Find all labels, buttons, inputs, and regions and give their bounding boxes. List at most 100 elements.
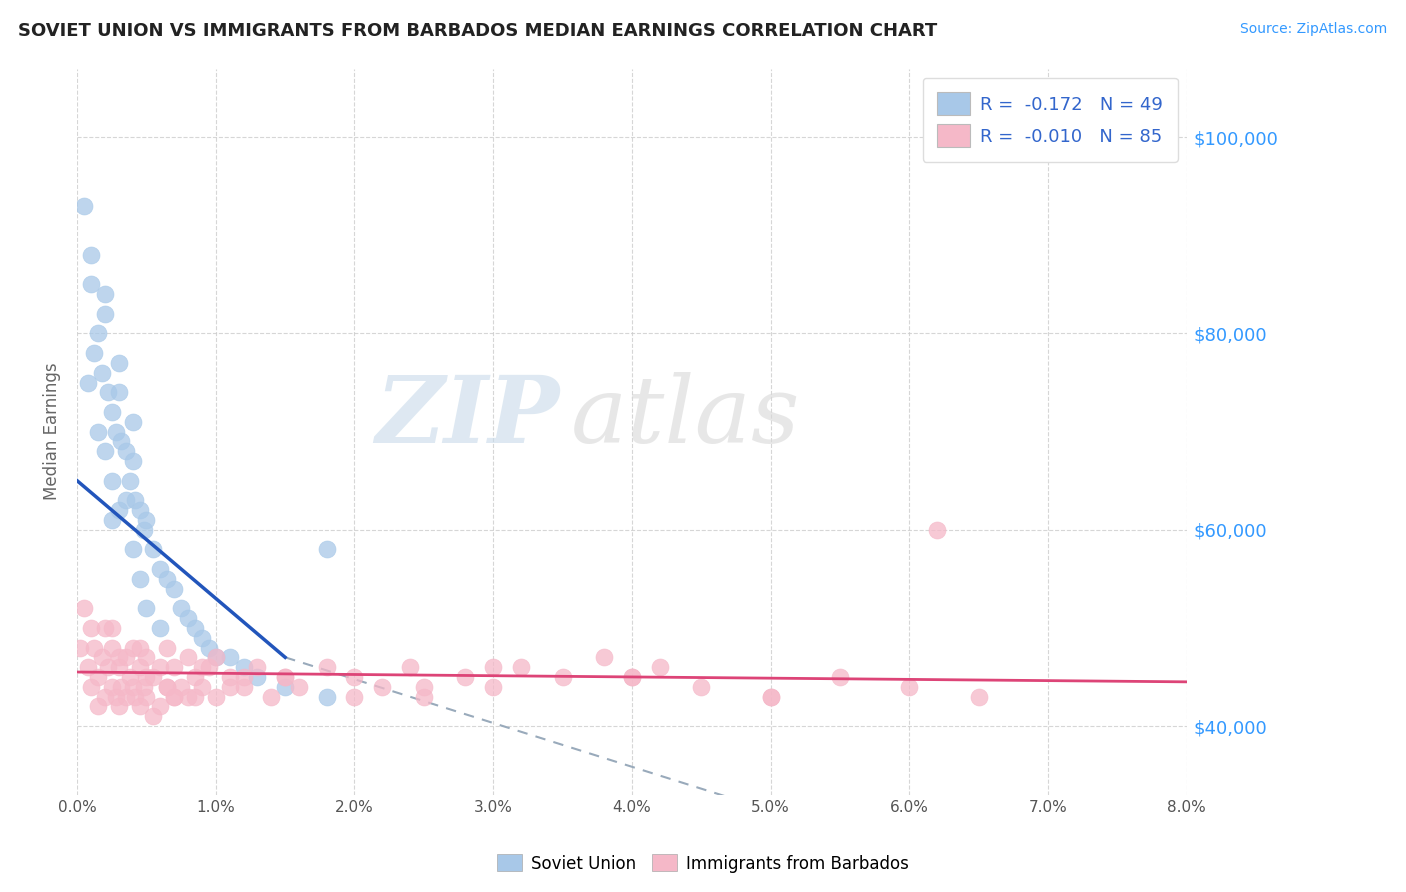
Point <box>110 434 132 449</box>
Point <box>170 601 193 615</box>
Point <box>87 326 110 341</box>
Point <box>551 670 574 684</box>
Point <box>100 474 122 488</box>
Point <box>100 513 122 527</box>
Point <box>163 690 186 704</box>
Point <box>83 346 105 360</box>
Point <box>107 650 129 665</box>
Point <box>482 680 505 694</box>
Point <box>315 690 337 704</box>
Point <box>156 572 179 586</box>
Point <box>80 277 103 292</box>
Point <box>121 415 143 429</box>
Point <box>620 670 643 684</box>
Point <box>204 650 226 665</box>
Point <box>142 542 165 557</box>
Point <box>191 680 214 694</box>
Point <box>170 680 193 694</box>
Point <box>107 356 129 370</box>
Point <box>412 680 434 694</box>
Point <box>218 680 240 694</box>
Point <box>191 631 214 645</box>
Point <box>142 670 165 684</box>
Point <box>274 670 297 684</box>
Point <box>132 680 155 694</box>
Point <box>128 503 150 517</box>
Legend: Soviet Union, Immigrants from Barbados: Soviet Union, Immigrants from Barbados <box>491 847 915 880</box>
Point <box>925 523 948 537</box>
Point <box>163 660 186 674</box>
Point <box>177 690 200 704</box>
Point <box>128 572 150 586</box>
Point <box>246 660 269 674</box>
Point <box>100 621 122 635</box>
Point <box>828 670 851 684</box>
Point <box>593 650 616 665</box>
Y-axis label: Median Earnings: Median Earnings <box>44 363 60 500</box>
Point <box>149 699 172 714</box>
Point <box>114 650 136 665</box>
Point <box>124 493 146 508</box>
Point <box>274 670 297 684</box>
Point <box>80 621 103 635</box>
Point <box>121 640 143 655</box>
Point <box>118 670 141 684</box>
Point <box>690 680 713 694</box>
Point <box>94 690 117 704</box>
Point <box>97 385 120 400</box>
Point <box>232 680 254 694</box>
Point <box>246 670 269 684</box>
Point <box>87 670 110 684</box>
Point <box>77 376 100 390</box>
Point <box>87 425 110 439</box>
Point <box>163 690 186 704</box>
Point <box>149 562 172 576</box>
Point <box>191 660 214 674</box>
Point <box>80 248 103 262</box>
Point <box>104 425 127 439</box>
Point <box>121 542 143 557</box>
Point <box>218 670 240 684</box>
Point <box>94 307 117 321</box>
Point <box>163 582 186 596</box>
Point <box>94 621 117 635</box>
Text: atlas: atlas <box>571 372 800 462</box>
Point <box>100 640 122 655</box>
Point <box>371 680 394 694</box>
Point <box>107 385 129 400</box>
Point <box>121 454 143 468</box>
Point <box>114 444 136 458</box>
Point <box>232 660 254 674</box>
Point <box>121 680 143 694</box>
Legend: R =  -0.172   N = 49, R =  -0.010   N = 85: R = -0.172 N = 49, R = -0.010 N = 85 <box>922 78 1178 161</box>
Point <box>184 690 207 704</box>
Text: SOVIET UNION VS IMMIGRANTS FROM BARBADOS MEDIAN EARNINGS CORRELATION CHART: SOVIET UNION VS IMMIGRANTS FROM BARBADOS… <box>18 22 938 40</box>
Text: ZIP: ZIP <box>375 372 560 462</box>
Text: Source: ZipAtlas.com: Source: ZipAtlas.com <box>1240 22 1388 37</box>
Point <box>274 680 297 694</box>
Point <box>288 680 311 694</box>
Point <box>177 650 200 665</box>
Point <box>399 660 422 674</box>
Point <box>759 690 782 704</box>
Point <box>315 542 337 557</box>
Point <box>898 680 921 694</box>
Point <box>156 680 179 694</box>
Point <box>100 680 122 694</box>
Point <box>177 611 200 625</box>
Point <box>128 699 150 714</box>
Point <box>91 650 114 665</box>
Point <box>114 493 136 508</box>
Point <box>315 660 337 674</box>
Point <box>204 690 226 704</box>
Point <box>218 650 240 665</box>
Point <box>73 199 96 213</box>
Point <box>967 690 990 704</box>
Point <box>184 621 207 635</box>
Point <box>107 660 129 674</box>
Point <box>77 660 100 674</box>
Point <box>124 690 146 704</box>
Point <box>135 650 157 665</box>
Point <box>135 513 157 527</box>
Point <box>204 650 226 665</box>
